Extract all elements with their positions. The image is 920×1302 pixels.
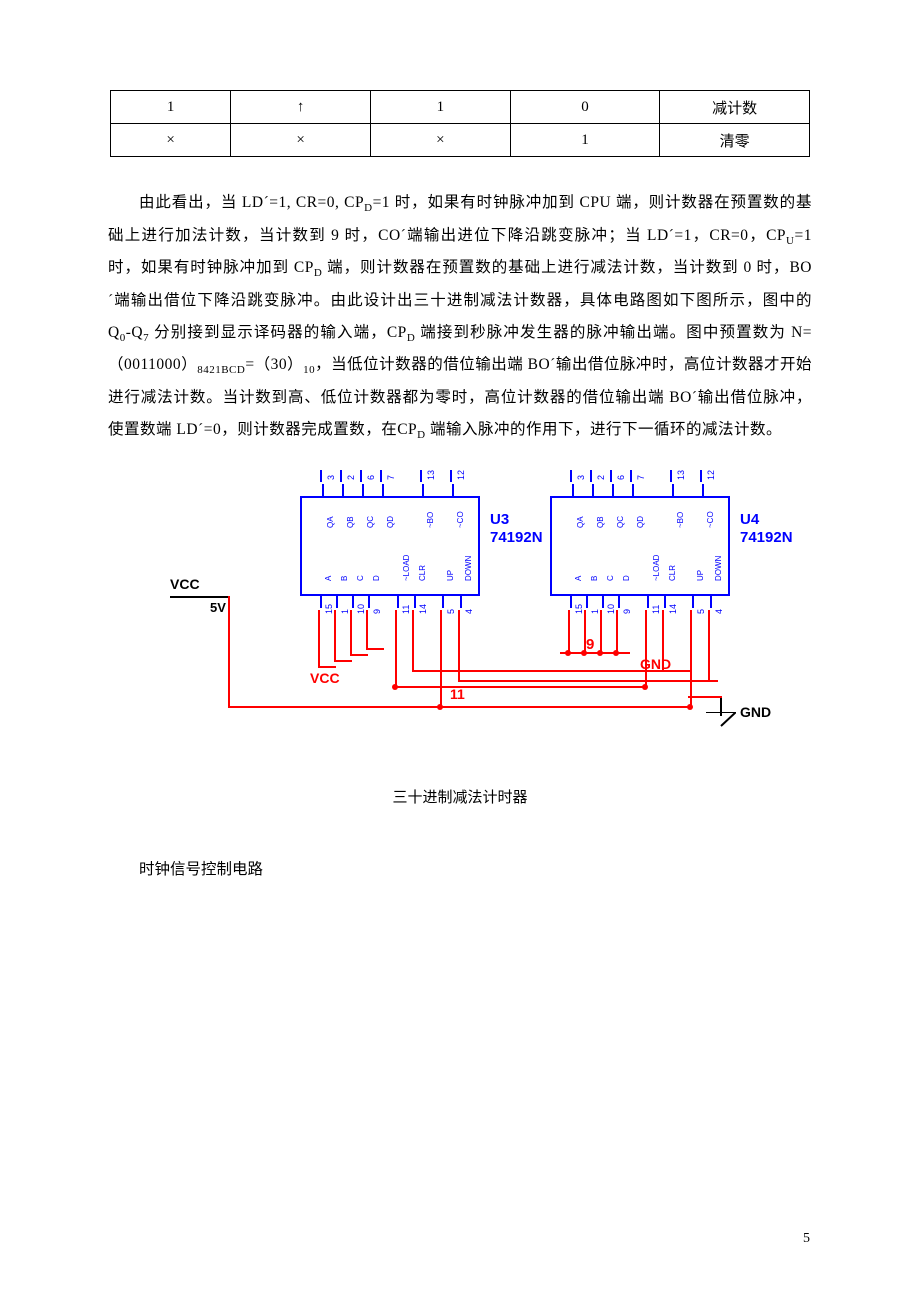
section-heading: 时钟信号控制电路 — [139, 857, 812, 879]
cell: × — [371, 124, 511, 157]
net-11-label: 11 — [450, 686, 465, 702]
gnd-icon — [706, 712, 736, 730]
chip-u4-label: U474192N — [740, 511, 793, 547]
cell: × — [111, 124, 231, 157]
wire — [228, 706, 688, 708]
chip-u3: 3QA 2QB 6QC 7QD 13~BO 12~CO 15A 1B 10C 9… — [300, 496, 480, 596]
chip-u3-label: U374192N — [490, 511, 543, 547]
page-container: 1 ↑ 1 0 减计数 × × × 1 清零 由此看出，当 LD´=1, CR=… — [0, 0, 920, 1302]
net-9-label: 9 — [586, 636, 594, 653]
table-row: × × × 1 清零 — [111, 124, 810, 157]
chip-u4: 3QA 2QB 6QC 7QD 13~BO 12~CO 15A 1B 10C 9… — [550, 496, 730, 596]
cell: 清零 — [660, 124, 810, 157]
net-gnd-label: GND — [640, 656, 671, 672]
figure-caption: 三十进制减法计时器 — [108, 786, 812, 807]
vcc-bar — [170, 596, 230, 598]
cell: × — [231, 124, 371, 157]
cell: ↑ — [231, 91, 371, 124]
body-paragraph: 由此看出，当 LD´=1, CR=0, CPD=1 时，如果有时钟脉冲加到 CP… — [108, 187, 812, 446]
wire — [228, 596, 230, 706]
vcc-voltage: 5V — [210, 600, 226, 615]
cell: 减计数 — [660, 91, 810, 124]
cell: 1 — [371, 91, 511, 124]
gnd-text: GND — [740, 704, 771, 720]
truth-table: 1 ↑ 1 0 减计数 × × × 1 清零 — [110, 90, 810, 157]
circuit-diagram: VCC 5V 3QA 2QB 6QC 7QD 13~BO 12~CO 15A 1… — [150, 456, 770, 756]
cell: 0 — [510, 91, 660, 124]
vcc-label: VCC — [170, 576, 200, 592]
cell: 1 — [510, 124, 660, 157]
table-row: 1 ↑ 1 0 减计数 — [111, 91, 810, 124]
cell: 1 — [111, 91, 231, 124]
net-vcc-label: VCC — [310, 670, 340, 686]
page-number: 5 — [803, 1231, 810, 1247]
